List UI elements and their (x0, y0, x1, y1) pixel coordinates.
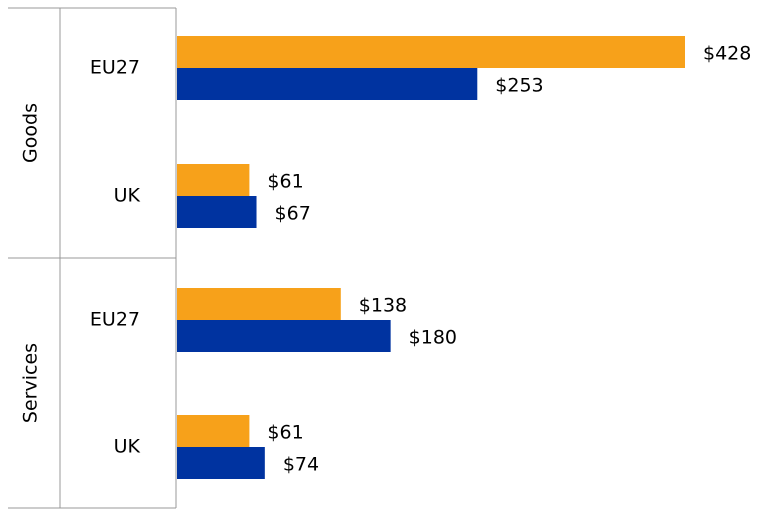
bar (177, 164, 250, 196)
data-label: $61 (267, 422, 303, 444)
bar (177, 415, 250, 447)
bar (177, 68, 478, 100)
data-label: $428 (703, 43, 751, 65)
category-label: UK (114, 185, 141, 207)
bar (177, 196, 257, 228)
data-label: $180 (409, 327, 457, 349)
category-label: UK (114, 436, 141, 458)
bar (177, 320, 391, 352)
data-label: $74 (283, 454, 319, 476)
bar (177, 447, 265, 479)
category-label: EU27 (90, 309, 140, 331)
data-label: $138 (359, 295, 407, 317)
data-label: $253 (495, 75, 543, 97)
group-label-goods: Goods (20, 103, 42, 163)
chart-labels: Goods EU27 $428 $253 UK $61 $67 Services EU27 $13… (20, 43, 752, 476)
group-label-services: Services (20, 343, 42, 423)
data-label: $67 (275, 203, 311, 225)
chart-frame (8, 7, 177, 509)
bar (177, 288, 341, 320)
bar (177, 36, 685, 68)
chart-bars (177, 36, 685, 479)
data-label: $61 (267, 171, 303, 193)
category-label: EU27 (90, 57, 140, 79)
